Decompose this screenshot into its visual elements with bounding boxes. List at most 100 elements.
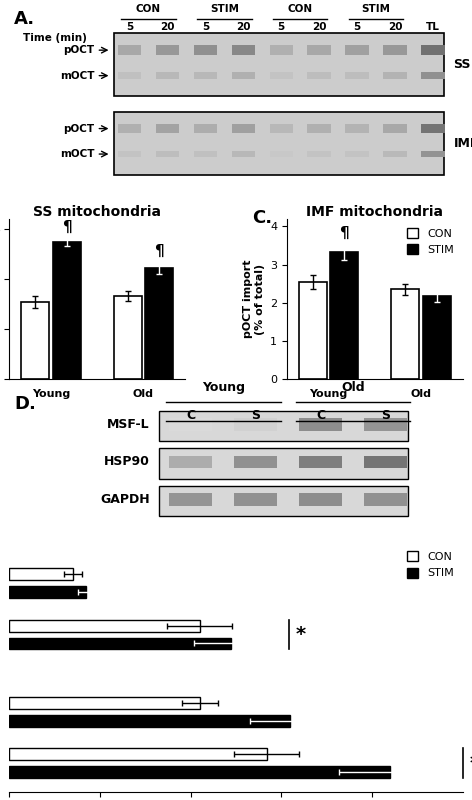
Text: 5: 5: [126, 22, 133, 32]
Text: MSF-L: MSF-L: [107, 418, 150, 431]
Bar: [391, 290, 419, 379]
Text: GAPDH: GAPDH: [100, 493, 150, 506]
Text: *: *: [296, 625, 306, 644]
Title: IMF mitochondria: IMF mitochondria: [306, 205, 443, 219]
Bar: [156, 46, 179, 55]
Text: HSP90: HSP90: [104, 455, 150, 468]
Text: A.: A.: [14, 10, 35, 28]
Bar: [346, 151, 369, 157]
Bar: [346, 46, 369, 55]
Text: 20: 20: [312, 22, 327, 32]
Bar: [194, 73, 217, 78]
Text: 5: 5: [202, 22, 209, 32]
Bar: [270, 46, 293, 55]
Bar: [53, 242, 81, 379]
Text: SS: SS: [454, 58, 471, 71]
Bar: [299, 418, 342, 430]
Bar: [169, 493, 212, 506]
Bar: [118, 124, 141, 134]
Bar: [421, 46, 445, 55]
Text: S: S: [251, 409, 260, 422]
Text: STIM: STIM: [210, 4, 239, 14]
Y-axis label: pOCT import
(% of total): pOCT import (% of total): [243, 260, 264, 338]
Bar: [114, 295, 142, 379]
Bar: [270, 73, 293, 78]
Bar: [9, 714, 290, 726]
Bar: [307, 151, 331, 157]
Bar: [234, 455, 277, 468]
Bar: [156, 151, 179, 157]
Bar: [307, 124, 331, 134]
Text: pOCT: pOCT: [64, 123, 94, 134]
Bar: [364, 455, 407, 468]
Bar: [232, 73, 255, 78]
Text: 20: 20: [388, 22, 403, 32]
Bar: [118, 46, 141, 55]
Bar: [299, 282, 327, 379]
Bar: [234, 418, 277, 430]
Bar: [232, 46, 255, 55]
Text: IMF: IMF: [454, 137, 472, 150]
Bar: [118, 151, 141, 157]
Bar: [299, 455, 342, 468]
Bar: [423, 296, 451, 379]
Text: ¶: ¶: [339, 226, 349, 241]
Text: Old: Old: [341, 381, 365, 394]
Bar: [9, 766, 390, 778]
Bar: [21, 302, 49, 379]
Text: ¶: ¶: [62, 220, 72, 235]
Bar: [383, 151, 407, 157]
Text: STIM: STIM: [362, 4, 391, 14]
Bar: [156, 73, 179, 78]
Bar: [421, 151, 445, 157]
Bar: [194, 151, 217, 157]
Bar: [118, 73, 141, 78]
Bar: [383, 46, 407, 55]
Bar: [299, 493, 342, 506]
Text: 20: 20: [236, 22, 251, 32]
Text: *: *: [470, 754, 472, 773]
Text: mOCT: mOCT: [60, 70, 94, 81]
Bar: [9, 586, 85, 598]
Bar: [364, 493, 407, 506]
Bar: [9, 620, 200, 631]
Bar: [234, 493, 277, 506]
Bar: [270, 151, 293, 157]
Bar: [169, 418, 212, 430]
Text: Young: Young: [202, 381, 244, 394]
Text: mOCT: mOCT: [60, 149, 94, 159]
Text: CON: CON: [136, 4, 161, 14]
Text: 20: 20: [160, 22, 175, 32]
Legend: CON, STIM: CON, STIM: [404, 224, 457, 258]
Text: ¶: ¶: [154, 243, 164, 258]
Bar: [383, 73, 407, 78]
Bar: [421, 73, 445, 78]
Bar: [156, 124, 179, 134]
Bar: [9, 749, 267, 760]
Text: C: C: [316, 409, 325, 422]
Bar: [9, 568, 73, 580]
Text: 5: 5: [278, 22, 285, 32]
Text: C.: C.: [252, 210, 272, 227]
Bar: [145, 268, 173, 379]
Bar: [307, 73, 331, 78]
Bar: [346, 124, 369, 134]
Bar: [421, 124, 445, 134]
Legend: CON, STIM: CON, STIM: [404, 548, 457, 582]
Bar: [346, 73, 369, 78]
Bar: [169, 455, 212, 468]
Text: C: C: [186, 409, 195, 422]
Text: S: S: [381, 409, 390, 422]
Bar: [330, 252, 358, 379]
Bar: [383, 124, 407, 134]
Bar: [232, 151, 255, 157]
Bar: [194, 124, 217, 134]
Title: SS mitochondria: SS mitochondria: [33, 205, 161, 219]
Text: D.: D.: [14, 395, 36, 414]
Bar: [194, 46, 217, 55]
Text: TL: TL: [426, 22, 440, 32]
Text: pOCT: pOCT: [64, 45, 94, 55]
Text: 5: 5: [354, 22, 361, 32]
Bar: [9, 697, 200, 709]
Bar: [232, 124, 255, 134]
